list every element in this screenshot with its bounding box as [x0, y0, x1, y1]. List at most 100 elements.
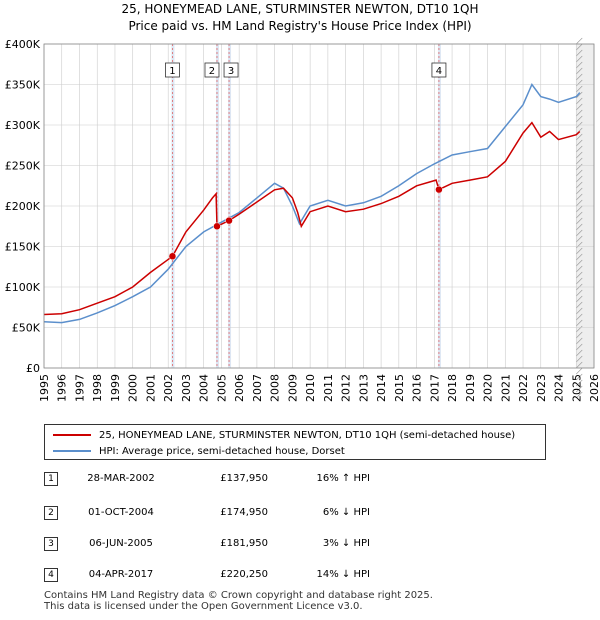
sale-marker-label: 1	[165, 62, 180, 78]
forecast-hatch	[576, 115, 583, 123]
footer-copyright: Contains HM Land Registry data © Crown c…	[44, 590, 433, 601]
x-tick-label: 1997	[73, 374, 86, 402]
legend-item-property: 25, HONEYMEAD LANE, STURMINSTER NEWTON, …	[53, 427, 515, 443]
x-tick-label: 2000	[127, 374, 140, 402]
footer-licence: This data is licensed under the Open Gov…	[44, 601, 363, 612]
legend-swatch-property	[53, 434, 91, 436]
forecast-hatch	[576, 361, 583, 369]
forecast-hatch	[576, 145, 583, 153]
forecast-hatch	[576, 373, 583, 381]
forecast-hatch	[576, 151, 583, 159]
x-tick-label: 2016	[411, 374, 424, 402]
sale-marker-number: 1	[169, 66, 175, 77]
x-tick-label: 1999	[109, 374, 122, 402]
forecast-hatch	[576, 349, 583, 357]
sale-hpi-diff: 14% ↓ HPI	[316, 569, 370, 580]
forecast-hatch	[576, 331, 583, 339]
forecast-hatch	[576, 379, 583, 387]
sale-marker-box	[223, 62, 239, 78]
forecast-hatch	[576, 91, 583, 99]
forecast-hatch	[576, 325, 583, 333]
sale-row: 2 01-OCT-2004 £174,950 6% ↓ HPI	[0, 504, 600, 522]
sale-date: 04-APR-2017	[88, 569, 154, 580]
sale-marker-label: 2	[204, 62, 220, 78]
sale-row: 1 28-MAR-2002 £137,950 16% ↑ HPI	[0, 470, 600, 488]
legend-swatch-hpi	[53, 450, 91, 452]
forecast-hatch	[576, 55, 583, 63]
x-tick-label: 2024	[553, 374, 566, 402]
y-tick-label: £350K	[5, 79, 41, 92]
forecast-hatch	[576, 97, 583, 105]
series-line	[43, 83, 581, 324]
sale-row: 4 04-APR-2017 £220,250 14% ↓ HPI	[0, 566, 600, 584]
x-tick-label: 2026	[588, 374, 600, 402]
sale-price: £137,950	[220, 473, 268, 484]
x-tick-label: 2007	[251, 374, 264, 402]
forecast-hatch	[576, 169, 583, 177]
forecast-hatch	[576, 37, 583, 45]
price-chart: £0 £50K £100K £150K £200K £250K £300K £350K £400…	[5, 37, 600, 402]
sale-hpi-diff: 6% ↓ HPI	[322, 507, 370, 518]
forecast-hatch	[576, 67, 583, 75]
forecast-hatch	[576, 235, 583, 243]
sale-point	[168, 252, 177, 261]
x-tick-label: 2002	[162, 374, 175, 402]
forecast-hatch	[576, 187, 583, 195]
forecast-hatch	[576, 337, 583, 345]
forecast-hatch	[576, 355, 583, 363]
chart-title-line2: Price paid vs. HM Land Registry's House …	[128, 19, 472, 33]
forecast-hatch	[576, 265, 583, 273]
sale-marker-number: 3	[228, 66, 234, 77]
forecast-hatch	[576, 343, 583, 351]
sale-marker-number: 4	[436, 66, 442, 77]
forecast-hatch	[576, 157, 583, 165]
sale-price: £174,950	[220, 507, 268, 518]
forecast-hatch	[576, 193, 583, 201]
forecast-hatch	[576, 247, 583, 255]
forecast-hatch	[576, 49, 583, 57]
y-tick-label: £50K	[12, 322, 41, 335]
x-tick-label: 1995	[38, 374, 51, 402]
sale-number: 2	[44, 506, 58, 520]
forecast-hatch	[576, 277, 583, 285]
forecast-hatch	[576, 223, 583, 231]
forecast-hatch	[576, 43, 583, 51]
forecast-hatch	[576, 199, 583, 207]
x-tick-label: 2004	[198, 374, 211, 402]
sale-hpi-diff: 16% ↑ HPI	[316, 473, 370, 484]
forecast-hatch	[576, 241, 583, 249]
x-tick-label: 2011	[322, 374, 335, 402]
sale-marker-label: 3	[223, 62, 239, 78]
forecast-hatch	[576, 85, 583, 93]
y-tick-label: £100K	[5, 281, 41, 294]
forecast-hatch	[576, 163, 583, 171]
x-tick-label: 2005	[215, 374, 228, 402]
forecast-hatch	[576, 367, 583, 375]
legend-label-hpi: HPI: Average price, semi-detached house,…	[99, 445, 345, 457]
x-tick-label: 2012	[340, 374, 353, 402]
x-tick-label: 2008	[269, 374, 282, 402]
y-tick-label: £0	[26, 362, 40, 375]
x-tick-label: 1996	[56, 374, 69, 402]
y-tick-label: £400K	[5, 38, 41, 51]
x-tick-label: 2003	[180, 374, 193, 402]
forecast-hatch	[576, 253, 583, 261]
y-tick-label: £200K	[5, 200, 41, 213]
forecast-hatch	[576, 301, 583, 309]
x-tick-label: 2010	[304, 374, 317, 402]
forecast-hatch	[576, 205, 583, 213]
series-line	[43, 121, 581, 316]
sale-marker-box	[431, 62, 447, 78]
sale-marker-box	[165, 62, 180, 78]
forecast-hatch	[576, 109, 583, 117]
forecast-hatch	[576, 313, 583, 321]
forecast-hatch	[576, 217, 583, 225]
sale-point	[213, 222, 221, 231]
forecast-hatch	[576, 307, 583, 315]
forecast-hatch	[576, 319, 583, 327]
y-tick-label: £300K	[5, 119, 41, 132]
x-tick-label: 2001	[144, 374, 157, 402]
chart-title-line1: 25, HONEYMEAD LANE, STURMINSTER NEWTON, …	[121, 2, 479, 16]
forecast-hatch	[576, 391, 583, 399]
x-tick-label: 2009	[286, 374, 299, 402]
